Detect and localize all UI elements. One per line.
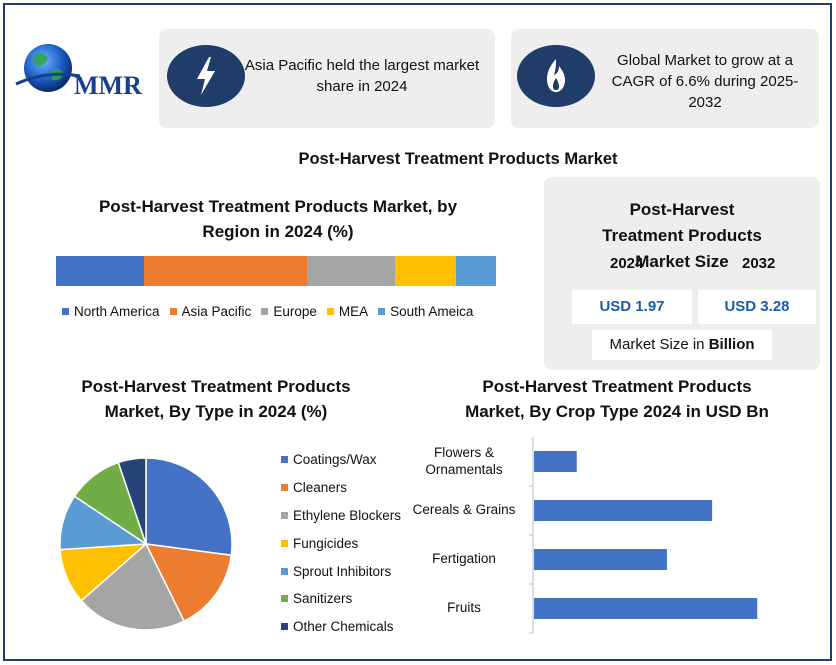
- legend-item-cleaners: Cleaners: [281, 474, 401, 502]
- unit-bold: Billion: [708, 336, 755, 353]
- legend-swatch: [281, 595, 288, 603]
- crop-category-label: Cereals & Grains: [400, 501, 528, 518]
- year-2032-label: 2032: [742, 255, 776, 272]
- legend-swatch: [62, 308, 69, 315]
- crop-category-label-line: Flowers &: [433, 444, 494, 460]
- bar-segment-europe: [306, 256, 395, 286]
- pie-slice-coatings-wax: [145, 457, 233, 557]
- legend-label: Sanitizers: [293, 591, 353, 607]
- legend-label: Asia Pacific: [181, 304, 252, 319]
- value-2024: USD 1.97: [572, 290, 692, 324]
- legend-label: MEA: [338, 304, 369, 319]
- circle-badge: [167, 45, 245, 107]
- legend-swatch: [281, 456, 288, 464]
- pie-slice-ethylene-blockers: [80, 542, 186, 631]
- legend-item-sanitizers: Sanitizers: [281, 585, 401, 613]
- legend-label: South Ameica: [390, 304, 474, 319]
- legend-item-asia-pacific: Asia Pacific: [169, 304, 252, 319]
- legend-label: Cleaners: [293, 480, 348, 496]
- crop-category-label-line: Ornamentals: [425, 461, 503, 477]
- legend-item-sprout-inhibitors: Sprout Inhibitors: [281, 557, 401, 585]
- legend-item-south-ameica: South Ameica: [378, 304, 473, 319]
- circle-badge: [517, 45, 595, 107]
- legend-item-ethylene-blockers: Ethylene Blockers: [281, 502, 401, 530]
- market-size-card: Post-Harvest Treatment Products Market S…: [544, 177, 820, 370]
- bar-segment-asia-pacific: [144, 256, 307, 286]
- legend-label: Europe: [273, 304, 317, 319]
- crop-category-label-line: Fertigation: [432, 551, 496, 566]
- legend-swatch: [281, 539, 288, 547]
- legend-label: Ethylene Blockers: [293, 507, 402, 523]
- legend-swatch: [281, 484, 288, 492]
- flame-icon: [547, 59, 565, 92]
- legend-swatch: [281, 623, 288, 631]
- year-2024-label: 2024: [610, 255, 644, 272]
- legend-swatch: [378, 308, 386, 315]
- legend-item-europe: Europe: [261, 304, 317, 319]
- legend-swatch: [281, 511, 288, 519]
- region-stacked-bar: [56, 256, 496, 286]
- unit-label: Market Size in Billion: [592, 330, 772, 360]
- legend-swatch: [326, 308, 334, 315]
- legend-swatch: [169, 308, 177, 315]
- type-pie-chart: [59, 457, 233, 631]
- card-text: Asia Pacific held the largest market sha…: [244, 57, 480, 95]
- legend-item-other-chemicals: Other Chemicals: [281, 613, 401, 641]
- legend-swatch: [281, 567, 288, 575]
- globe-logo-icon: [15, 44, 81, 92]
- type-chart-title: Post-Harvest Treatment Products Market, …: [81, 377, 351, 421]
- card-text: Global Market to grow at a CAGR of 6.6% …: [611, 52, 799, 111]
- legend-swatch: [261, 308, 269, 315]
- lightning-icon: [197, 57, 215, 95]
- legend-label: Fungicides: [293, 535, 359, 551]
- legend-label: Other Chemicals: [293, 619, 394, 635]
- legend-item-north-america: North America: [62, 304, 160, 319]
- crop-category-label-line: Fruits: [447, 600, 481, 615]
- bar-segment-south-ameica: [456, 256, 496, 286]
- info-card-cagr: Global Market to grow at a CAGR of 6.6% …: [511, 29, 819, 128]
- region-legend: North America Asia Pacific Europe MEA South …: [62, 304, 483, 319]
- crop-category-label-line: Cereals & Grains: [412, 502, 516, 517]
- market-size-title: Post-Harvest Treatment Products Market S…: [602, 200, 762, 271]
- unit-prefix: Market Size in: [609, 336, 709, 353]
- logo-text: MMR: [74, 71, 142, 100]
- pie-slice-cleaners: [144, 543, 233, 623]
- crop-category-label: Flowers & Ornamentals: [400, 444, 528, 478]
- legend-item-fungicides: Fungicides: [281, 529, 401, 557]
- bar-segment-mea: [394, 256, 457, 286]
- main-title: Post-Harvest Treatment Products Market: [298, 150, 618, 168]
- legend-label: Sprout Inhibitors: [293, 563, 392, 579]
- pie-slice-other-chemicals: [117, 457, 147, 545]
- legend-item-coatings-wax: Coatings/Wax: [281, 446, 401, 474]
- crop-category-label: Fertigation: [400, 550, 528, 567]
- legend-item-mea: MEA: [326, 304, 369, 319]
- mmr-logo: MMR: [14, 40, 148, 102]
- outer-frame: [3, 3, 832, 661]
- bar-segment-north-america: [56, 256, 144, 286]
- crop-category-label: Fruits: [400, 599, 528, 616]
- info-card-asia-pacific: Asia Pacific held the largest market sha…: [159, 29, 495, 128]
- type-legend: Coatings/Wax Cleaners Ethylene Blockers Fun…: [281, 446, 401, 641]
- region-chart-title: Post-Harvest Treatment Products Market, …: [98, 197, 458, 241]
- legend-label: North America: [74, 304, 160, 319]
- crop-chart-title: Post-Harvest Treatment Products Market, …: [465, 377, 769, 421]
- value-2032: USD 3.28: [698, 290, 816, 324]
- legend-label: Coatings/Wax: [293, 452, 377, 468]
